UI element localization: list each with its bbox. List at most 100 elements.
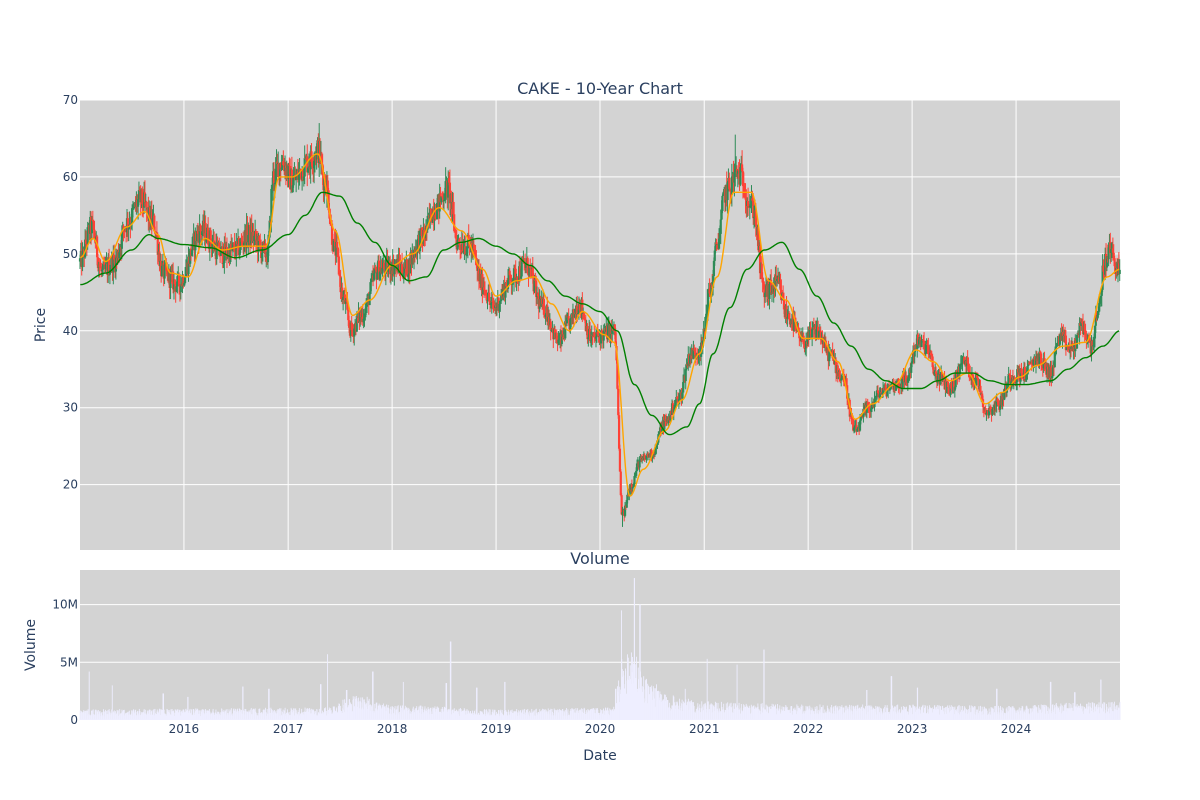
volume-bar [797,705,799,720]
candle-body [758,245,762,274]
volume-bar [673,702,675,720]
volume-bar [632,656,634,720]
candle-body [490,301,493,304]
candle-body [1092,345,1095,347]
candle-body [381,267,384,274]
candle-body [467,234,470,242]
volume-bar [1038,707,1040,720]
candle-body [652,452,655,458]
volume-bar [155,714,157,720]
candle-body [578,304,581,311]
volume-bar [91,710,93,720]
volume-bar [269,713,271,720]
volume-bar [410,711,412,720]
candle-body [430,208,433,222]
candle-body [785,305,788,319]
volume-bar [167,710,169,720]
volume-bar [773,706,775,720]
volume-bar [709,704,711,720]
volume-bar [719,710,721,720]
candle-body [270,188,273,223]
candle-body [782,293,785,299]
volume-bar [1065,702,1067,720]
volume-bar [865,706,866,720]
volume-bar [103,716,105,720]
volume-bar [430,711,432,720]
volume-bar [574,712,576,720]
candle-body [384,258,387,274]
volume-bar [97,710,99,720]
volume-bar [323,712,325,720]
candle-body [462,250,465,253]
candle-body [712,260,716,276]
candle-body [898,385,901,387]
volume-bar [215,709,217,720]
candle-body [156,235,159,255]
candle-body [762,282,765,285]
candle-body [815,329,818,338]
volume-bar [159,708,161,720]
candle-body [495,306,499,308]
volume-bar [1018,707,1020,720]
volume-bar [929,705,931,720]
volume-bar [833,706,835,720]
volume-bar [223,709,225,720]
volume-bar [159,714,161,720]
volume-bar [1070,705,1072,720]
candle-body [350,322,353,331]
volume-bar [793,709,795,720]
candle-body [996,399,999,402]
volume-bar [594,713,596,720]
candle-body [464,246,467,255]
candle-body [131,208,135,209]
candle-body [524,263,528,268]
volume-bar [436,706,438,720]
volume-bar [826,705,828,720]
long-moving-average-line [80,191,1120,436]
candle-body [432,208,435,220]
volume-bar [909,705,911,720]
candle-body [638,459,641,468]
candle-body [1109,242,1112,254]
candle-body [811,329,814,338]
volume-bar [883,713,885,720]
volume-bar [133,713,135,720]
candle-body [1097,311,1100,316]
candle-body [1009,375,1012,385]
volume-bar [922,705,923,720]
volume-bar [243,714,245,720]
candle-body [253,235,256,242]
volume-bar [701,707,703,720]
volume-bar [171,708,173,720]
candle-body [266,243,270,263]
candle-body [1065,346,1068,351]
volume-bar [518,711,520,720]
volume-bar [271,710,273,720]
volume-bar [1063,705,1065,720]
candle-body [660,428,663,434]
candle-body [677,398,680,402]
volume-bar [331,713,333,720]
volume-bar [705,712,707,720]
volume-bar [1022,713,1024,720]
volume-bar [452,709,454,720]
candle-body [1078,323,1081,336]
volume-bar [191,715,193,720]
candle-body [443,199,446,201]
candle-body [840,377,844,379]
volume-bar [380,708,382,720]
volume-plot-area[interactable] [80,570,1120,720]
volume-bar [636,656,638,720]
candle-body [875,395,878,398]
candle-body [336,247,340,257]
volume-bar [703,706,705,720]
volume-bar [899,709,901,720]
candle-body [621,512,624,515]
candle-body [916,334,920,345]
candle-body [198,225,201,243]
candle-body [215,243,218,260]
volume-bar [1050,681,1052,720]
volume-bar [817,714,819,720]
volume-bar [1047,706,1049,720]
candle-body [546,305,549,322]
